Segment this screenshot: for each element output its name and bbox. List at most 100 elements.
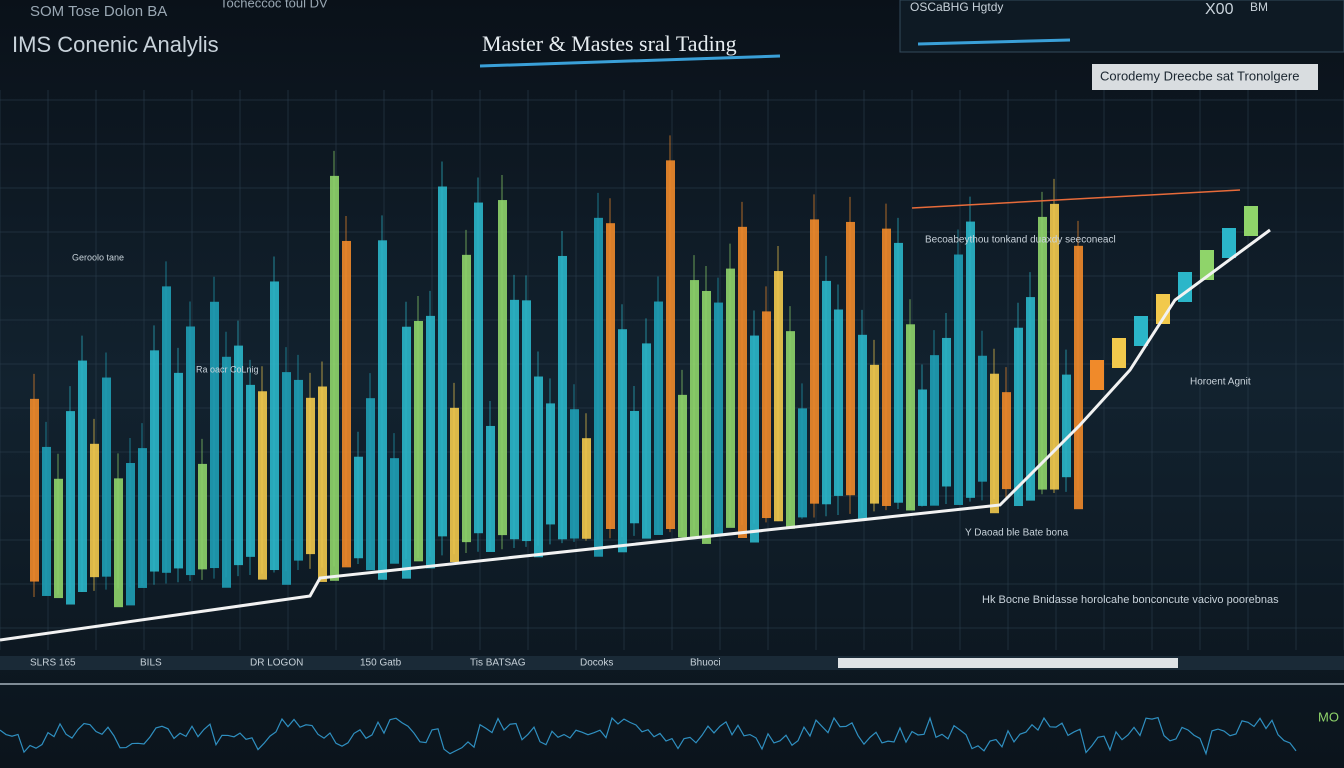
tape-item: BILS <box>140 658 162 669</box>
trend-line <box>0 228 1271 642</box>
candle <box>738 226 747 539</box>
candle <box>978 355 987 482</box>
candle <box>534 376 543 558</box>
candle <box>810 219 819 504</box>
screen-title: IMS Conenic Analylis <box>12 32 219 57</box>
annotation: Becoabeythou tonkand duaxdy seeconeacl <box>925 235 1116 246</box>
candle <box>930 355 939 506</box>
candle <box>654 301 663 535</box>
candle <box>282 372 291 585</box>
candle <box>30 398 39 582</box>
tape-item: DR LOGON <box>250 658 303 669</box>
candle <box>762 311 771 519</box>
candle <box>114 478 123 608</box>
candle <box>666 160 675 530</box>
candle <box>990 373 999 514</box>
ticker: SOM Tose Dolon BA <box>30 3 167 20</box>
panel-unit: BM <box>1250 0 1268 14</box>
subtitle: Corodemy Dreecbe sat Tronolgere <box>1100 68 1299 83</box>
candle <box>582 438 591 539</box>
panel-value: X00 <box>1205 1 1234 18</box>
annotation: Ra oacr CoLnig <box>196 364 259 374</box>
candle <box>294 379 303 561</box>
candle <box>822 280 831 505</box>
candle <box>1112 338 1126 368</box>
candle <box>498 200 507 536</box>
candle <box>882 228 891 506</box>
tape-item: Bhuoci <box>690 658 721 669</box>
level-line <box>911 189 1241 209</box>
candle <box>426 315 435 569</box>
candle <box>726 268 735 528</box>
candle <box>690 280 699 537</box>
candle <box>702 290 711 544</box>
candle <box>102 377 111 577</box>
candle <box>834 309 843 496</box>
candle <box>954 254 963 505</box>
candle <box>522 300 531 542</box>
candle <box>894 242 903 503</box>
candle <box>450 407 459 563</box>
candle <box>486 425 495 552</box>
candle <box>390 458 399 564</box>
candle <box>1050 203 1059 490</box>
mini-chart <box>0 716 1297 756</box>
ticker: Tocheccoc toul DV <box>220 0 328 10</box>
annotation: Geroolo tane <box>72 252 124 262</box>
tape-item: SLRS 165 <box>30 658 76 669</box>
candle <box>138 448 147 588</box>
candle <box>366 398 375 571</box>
candle <box>606 223 615 529</box>
candle <box>270 281 279 571</box>
candle <box>750 335 759 543</box>
candle <box>714 302 723 536</box>
annotation: Y Daoad ble Bate bona <box>965 528 1069 539</box>
candle <box>1002 392 1011 490</box>
candle <box>414 320 423 562</box>
headline: Master & Mastes sral Tading <box>482 31 737 56</box>
candle <box>402 326 411 579</box>
tape-item: Docoks <box>580 658 613 669</box>
annotation: Horoent Agnit <box>1190 377 1251 388</box>
candle <box>330 175 339 581</box>
candle <box>162 286 171 573</box>
candle <box>1222 228 1236 258</box>
candle <box>630 410 639 524</box>
candle <box>966 221 975 498</box>
candle <box>318 386 327 582</box>
candle <box>558 255 567 540</box>
candle <box>54 478 63 599</box>
candle <box>462 254 471 543</box>
underline <box>479 54 781 68</box>
candle <box>438 186 447 537</box>
candle <box>906 324 915 511</box>
candle <box>786 331 795 529</box>
candle <box>594 217 603 557</box>
candle <box>546 403 555 525</box>
candle <box>570 409 579 539</box>
candle <box>1026 297 1035 501</box>
panel-bar <box>917 38 1071 46</box>
candle <box>642 343 651 539</box>
candle <box>174 372 183 569</box>
candle <box>342 240 351 568</box>
candle <box>258 391 267 580</box>
subtitle-box <box>1092 64 1318 90</box>
candle <box>150 350 159 572</box>
candle <box>1062 374 1071 478</box>
candle <box>870 364 879 504</box>
candle <box>234 345 243 566</box>
panel-label: OSCaBHG Hgtdy <box>910 0 1003 14</box>
candle <box>354 456 363 559</box>
candle <box>798 408 807 518</box>
candle <box>90 443 99 578</box>
candle <box>186 326 195 576</box>
candle <box>66 411 75 605</box>
candles <box>30 135 1258 608</box>
candle <box>246 384 255 557</box>
candle <box>222 356 231 588</box>
tape-item: Tis BATSAG <box>470 658 526 669</box>
candle <box>1038 216 1047 490</box>
